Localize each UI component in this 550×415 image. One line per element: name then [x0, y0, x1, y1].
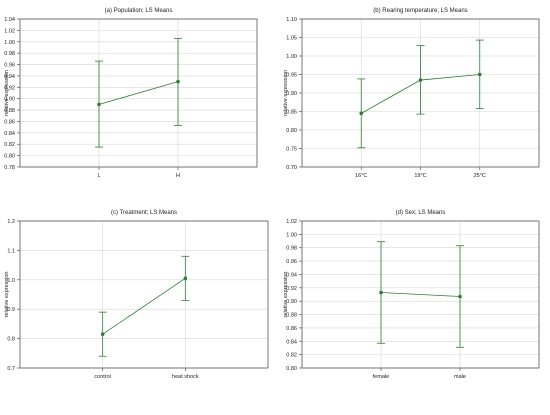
panel-rearing-temperature: (b) Rearing temperature; LS Means relati… [283, 8, 540, 179]
x-tick-label: 16°C [355, 173, 367, 179]
data-point [176, 79, 180, 84]
y-tick-label: 0.96 [4, 63, 15, 69]
panel-title: (c) Treatment; LS Means [111, 210, 177, 216]
plot-frame [301, 220, 540, 369]
plot-frame [19, 18, 258, 168]
panel-title: (b) Rearing temperature; LS Means [373, 8, 467, 14]
y-axis-label: relative expression [283, 272, 289, 318]
y-axis-label: relative expression [4, 70, 10, 116]
y-tick-label: 0.85 [286, 110, 297, 116]
y-tick-label: 0.86 [286, 326, 297, 332]
x-tick-label: control [94, 374, 111, 380]
y-tick-label: 0.90 [286, 299, 297, 305]
series-line [380, 292, 461, 297]
x-tick-label: L [97, 173, 100, 179]
y-tick-label: 1.02 [286, 219, 297, 225]
x-tick-label: female [373, 374, 390, 380]
panel-population: (a) Population; LS Means relative expres… [4, 8, 258, 179]
y-tick-label: 0.7 [7, 366, 15, 372]
panel-treatment: (c) Treatment; LS Means relative express… [4, 210, 269, 380]
y-tick-label: 0.9 [7, 307, 15, 313]
data-point [183, 276, 188, 281]
x-tick-label: 19°C [414, 173, 426, 179]
y-tick-label: 0.98 [4, 51, 15, 57]
y-tick-label: 0.90 [4, 97, 15, 103]
y-tick-label: 1.1 [7, 248, 15, 254]
y-tick-label: 0.94 [4, 74, 15, 80]
x-tick-label: male [454, 374, 466, 380]
y-tick-label: 1.04 [4, 17, 15, 23]
y-tick-label: 1.0 [7, 278, 15, 284]
y-tick-label: 0.94 [286, 272, 297, 278]
y-tick-label: 0.98 [286, 246, 297, 252]
y-tick-label: 0.90 [286, 91, 297, 97]
y-tick-label: 0.84 [4, 131, 15, 137]
y-tick-label: 0.84 [286, 339, 297, 345]
y-tick-label: 0.88 [286, 313, 297, 319]
data-point [418, 78, 423, 82]
y-tick-label: 0.80 [286, 366, 297, 372]
y-tick-label: 0.82 [4, 142, 15, 148]
y-tick-label: 0.70 [286, 165, 297, 171]
y-tick-label: 1.02 [4, 28, 15, 34]
y-tick-label: 1.00 [4, 40, 15, 46]
x-tick-label: heat shock [172, 374, 199, 380]
y-tick-label: 0.88 [4, 108, 15, 114]
data-point [379, 290, 383, 295]
y-axis-label: relative expression [4, 272, 10, 318]
y-tick-label: 0.92 [286, 286, 297, 292]
panel-title: (d) Sex; LS Means [396, 210, 446, 216]
series-line [102, 277, 186, 335]
panel-sex: (d) Sex; LS Means relative expression 0.… [283, 210, 540, 380]
x-tick-label: H [176, 173, 180, 179]
y-tick-label: 0.75 [286, 147, 297, 153]
y-tick-label: 0.96 [286, 259, 297, 265]
y-tick-label: 0.82 [286, 353, 297, 359]
y-tick-label: 1.05 [286, 36, 297, 42]
y-tick-label: 0.8 [7, 337, 15, 343]
x-tick-label: 25°C [474, 173, 486, 179]
y-tick-label: 0.80 [4, 154, 15, 160]
data-point [458, 294, 462, 299]
data-point [97, 102, 101, 107]
y-axis-label: relative expression [283, 70, 289, 116]
panel-title: (a) Population; LS Means [105, 8, 173, 14]
y-tick-label: 1.00 [286, 54, 297, 60]
y-tick-label: 0.78 [4, 165, 15, 171]
plot-frame [19, 220, 269, 369]
y-tick-label: 0.86 [4, 119, 15, 125]
y-tick-label: 1.2 [7, 219, 15, 225]
plot-area [20, 221, 268, 368]
y-tick-label: 1.10 [286, 17, 297, 23]
y-tick-label: 0.95 [286, 73, 297, 79]
series-line [98, 81, 179, 105]
data-point [359, 111, 364, 116]
y-tick-label: 0.92 [4, 85, 15, 91]
y-tick-label: 0.80 [286, 128, 297, 134]
y-tick-label: 1.00 [286, 232, 297, 238]
data-point [477, 72, 482, 77]
data-point [100, 332, 105, 336]
